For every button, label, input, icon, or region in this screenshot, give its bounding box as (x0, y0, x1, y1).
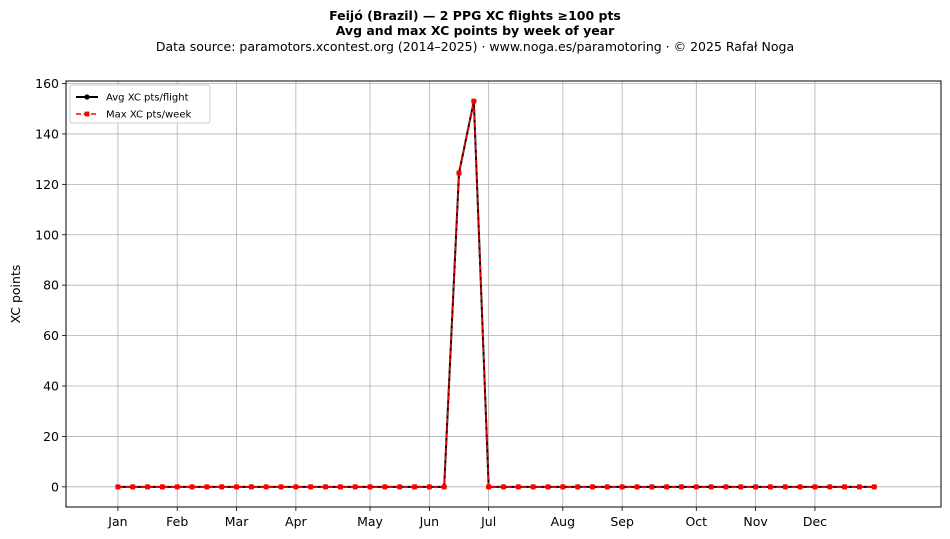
legend: Avg XC pts/flight Max XC pts/week (69, 84, 211, 124)
y-tick-label: 140 (35, 126, 59, 141)
chart-title-block: Feijó (Brazil) — 2 PPG XC flights ≥100 p… (0, 8, 950, 55)
data-point-max (130, 484, 136, 490)
data-point-max (501, 484, 506, 490)
axis-ticks: 0 20 40 60 80 100 120 140 160 Jan Feb Mar Apr May Jun J… (35, 76, 827, 529)
x-tick-label: Jul (480, 514, 496, 529)
data-point-max (723, 484, 729, 490)
data-point-max (768, 484, 773, 490)
y-tick-label: 40 (43, 379, 59, 394)
data-point-max (308, 484, 314, 490)
data-point-max (857, 484, 862, 490)
x-tick-label: Oct (685, 514, 707, 529)
legend-box (69, 84, 211, 124)
legend-label-1: Avg XC pts/flight (106, 93, 189, 104)
data-point-max (456, 170, 462, 176)
data-point-max (174, 484, 180, 490)
data-point-max (782, 484, 788, 490)
data-point-max (412, 484, 417, 490)
data-point-max (738, 484, 744, 490)
data-point-max (441, 484, 447, 490)
data-point-max (367, 484, 373, 490)
data-point-max (575, 484, 581, 490)
data-point-max (115, 484, 121, 490)
data-point-max (797, 484, 803, 490)
legend-marker-square (84, 111, 90, 117)
data-point-max (812, 484, 818, 490)
data-point-max (219, 484, 225, 490)
data-point-max (293, 484, 299, 490)
x-tick-label: Nov (743, 514, 768, 529)
data-point-max (278, 484, 284, 490)
grid-lines (66, 81, 941, 507)
data-point-max (486, 484, 492, 490)
legend-marker-circle (84, 94, 90, 100)
plot-frame (65, 80, 942, 508)
data-point-max (693, 484, 699, 490)
data-point-max (530, 484, 536, 490)
data-point-max (634, 484, 640, 490)
data-point-max (604, 484, 610, 490)
y-tick-label: 20 (43, 429, 59, 444)
data-point-max (234, 484, 239, 490)
chart-subtitle: Data source: paramotors.xcontest.org (20… (155, 39, 795, 54)
x-tick-label: Jun (419, 514, 440, 529)
x-tick-label: Feb (166, 514, 188, 529)
data-point-max (545, 484, 551, 490)
data-point-max (263, 484, 269, 490)
data-point-max (515, 484, 521, 490)
data-point-max (323, 484, 328, 490)
y-tick-label: 100 (35, 227, 59, 242)
data-point-max (159, 484, 165, 490)
data-point-max (664, 484, 670, 490)
data-point-max (397, 484, 403, 490)
series-layer (115, 98, 877, 490)
data-point-max (189, 484, 195, 490)
x-tick-label: Aug (551, 514, 575, 529)
y-axis-label: XC points (8, 265, 23, 324)
x-tick-label: Jan (107, 514, 127, 529)
data-point-max (204, 484, 210, 490)
data-point-max (426, 484, 432, 490)
data-point-max (382, 484, 388, 490)
data-point-max (471, 98, 477, 104)
y-tick-label: 120 (35, 177, 59, 192)
y-tick-label: 80 (43, 278, 59, 293)
chart-title-line1: Feijó (Brazil) — 2 PPG XC flights ≥100 p… (329, 8, 621, 23)
data-point-max (352, 484, 358, 490)
y-tick-label: 160 (35, 76, 59, 91)
data-point-max (871, 484, 877, 490)
chart-title-line2: Avg and max XC points by week of year (335, 23, 615, 38)
x-tick-label: Dec (803, 514, 827, 529)
data-point-max (679, 484, 684, 490)
data-point-max (827, 484, 833, 490)
data-point-max (590, 484, 595, 490)
data-point-max (753, 484, 759, 490)
x-tick-label: May (357, 514, 383, 529)
data-point-max (560, 484, 566, 490)
y-tick-label: 0 (51, 479, 59, 494)
data-point-max (649, 484, 655, 490)
data-point-max (145, 484, 150, 490)
data-point-max (708, 484, 714, 490)
x-tick-label: Mar (225, 514, 249, 529)
data-point-max (842, 484, 848, 490)
data-point-max (248, 484, 254, 490)
legend-label-2: Max XC pts/week (106, 110, 191, 121)
y-tick-label: 60 (43, 328, 59, 343)
data-point-max (337, 484, 343, 490)
series-line-1 (117, 100, 875, 488)
series-line-2 (117, 100, 875, 488)
x-tick-label: Sep (610, 514, 634, 529)
x-tick-label: Apr (285, 514, 307, 529)
data-point-max (619, 484, 625, 490)
